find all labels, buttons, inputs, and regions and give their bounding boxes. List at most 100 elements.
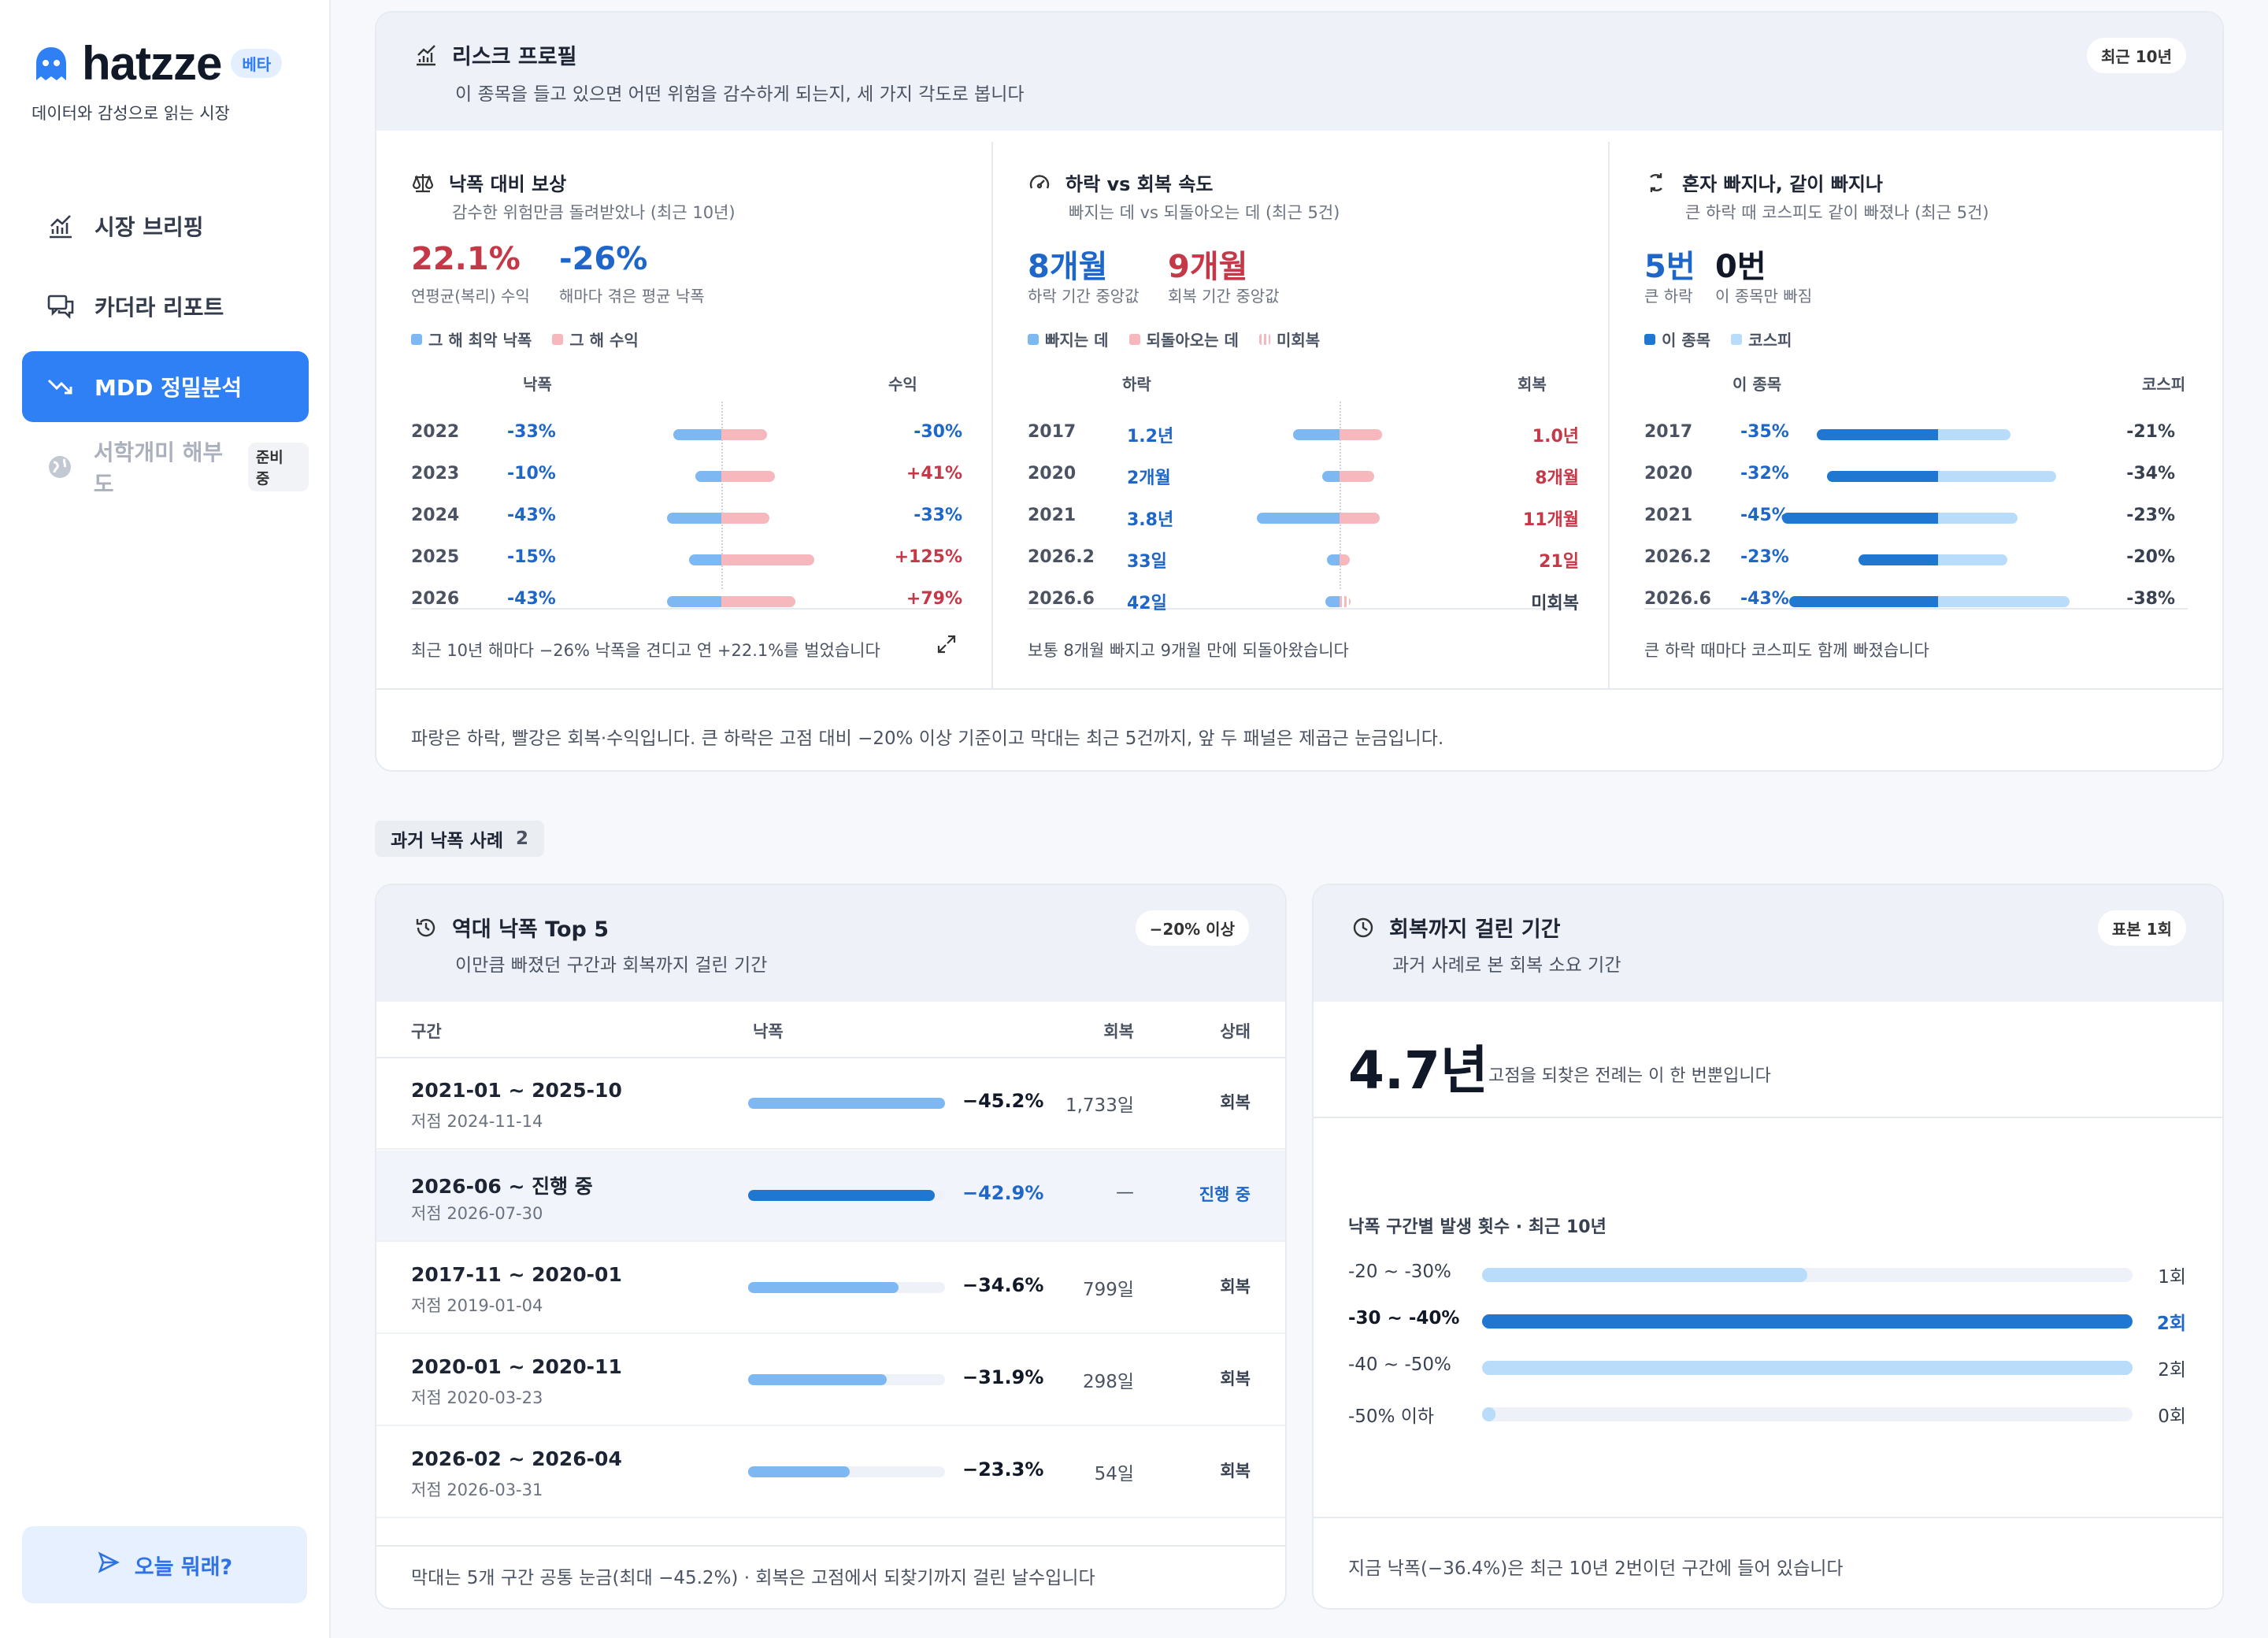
risk-profile-header: 리스크 프로필 이 종목을 들고 있으면 어떤 위험을 감수하게 되는지, 세 …: [376, 13, 2222, 131]
recovery-title-row: 회복까지 걸린 기간: [1351, 912, 1561, 943]
expand-icon[interactable]: [936, 633, 958, 658]
col-header-status: 상태: [1220, 1022, 1251, 1041]
chart-row: 2026.2 33일 21일: [1028, 547, 1579, 572]
drawdown-bar: [748, 1282, 899, 1293]
panel-title-row: 낙폭 대비 보상: [411, 169, 566, 196]
top5-subtitle: 이만큼 빠졌던 구간과 회복까지 걸린 기간: [455, 955, 768, 976]
stock-drop-label: -32%: [1740, 464, 1789, 484]
recovery-subtitle: 과거 사례로 본 회복 소요 기간: [1392, 955, 1621, 976]
stock-vs-kospi-panel: 혼자 빠지나, 같이 빠지나 큰 하락 때 코스피도 같이 빠졌나 (최근 5건…: [1610, 142, 2222, 688]
decline-duration-label: 2개월: [1127, 469, 1171, 488]
bucket-bar: [1482, 1407, 1495, 1421]
return-bar: [721, 471, 775, 482]
legend-item: 미회복: [1258, 328, 1320, 350]
legend-item: 코스피: [1731, 328, 1792, 350]
panel-subtitle: 빠지는 데 vs 되돌아오는 데 (최근 5건): [1069, 203, 1340, 222]
speedometer-icon: [1028, 171, 1051, 195]
recovery-days: 799일: [1082, 1280, 1134, 1300]
kospi-bar: [1938, 471, 2056, 482]
table-row[interactable]: 2026-02 ~ 2026-04 저점 2026-03-31 −23.3% 54일 회…: [376, 1427, 1285, 1518]
brand-logo[interactable]: hatzze 베타: [32, 36, 283, 91]
table-row[interactable]: 2026-06 ~ 진행 중 저점 2026-07-30 −42.9% — 진행 중: [376, 1151, 1285, 1242]
today-button-label: 오늘 뭐래?: [134, 1555, 233, 1580]
panel-title: 낙폭 대비 보상: [449, 173, 567, 195]
today-button[interactable]: 오늘 뭐래?: [22, 1526, 307, 1603]
return-label: -30%: [914, 422, 962, 442]
recovery-bar: [1340, 429, 1382, 440]
decline-duration-label: 1.2년: [1127, 427, 1174, 447]
sidebar: hatzze 베타 데이터와 감성으로 읽는 시장 시장 브리핑 카더라 리포트…: [0, 0, 331, 1638]
panel-note: 큰 하락 때마다 코스피도 함께 빠졌습니다: [1644, 641, 1929, 660]
recovery-median-value: 9개월: [1168, 249, 1248, 285]
sidebar-item-rumor-report[interactable]: 카더라 리포트: [22, 271, 309, 342]
top5-footer: 막대는 5개 구간 공통 눈금(최대 −45.2%) · 회복은 고점에서 되찾…: [411, 1568, 1095, 1588]
drawdown-range: 2021-01 ~ 2025-10: [411, 1079, 622, 1102]
trough-date: 저점 2026-07-30: [411, 1204, 543, 1223]
risk-profile-title: 리스크 프로필: [452, 45, 577, 69]
table-row[interactable]: 2017-11 ~ 2020-01 저점 2019-01-04 −34.6% 799일…: [376, 1243, 1285, 1334]
return-bar: [721, 554, 815, 565]
recovery-duration-label: 21일: [1539, 552, 1579, 572]
decline-bar: [1293, 429, 1340, 440]
table-row[interactable]: 2020-01 ~ 2020-11 저점 2020-03-23 −31.9% 298일…: [376, 1335, 1285, 1426]
panel-note: 최근 10년 해마다 −26% 낙폭을 견디고 연 +22.1%를 벌었습니다: [411, 641, 880, 660]
bucket-bar: [1482, 1361, 2133, 1375]
sidebar-item-label: 카더라 리포트: [94, 295, 224, 321]
year-label: 2026: [411, 589, 460, 609]
trough-date: 저점 2020-03-23: [411, 1388, 543, 1407]
decline-bar: [1325, 596, 1340, 607]
chat-bubbles-icon: [46, 291, 76, 321]
drawdown-bar: [695, 471, 721, 482]
sidebar-item-mdd-analysis[interactable]: MDD 정밀분석: [22, 351, 309, 422]
recovery-duration-label: 11개월: [1522, 510, 1579, 530]
kospi-drop-label: -23%: [2126, 506, 2175, 525]
legend: 빠지는 데 되돌아오는 데 미회복: [1028, 328, 1340, 350]
col-header: 회복: [1518, 375, 1547, 394]
col-header-range: 구간: [411, 1022, 442, 1041]
card-divider: [1314, 1517, 2222, 1518]
bucket-count: 2회: [2158, 1360, 2186, 1380]
trend-down-icon: [46, 372, 76, 402]
kospi-drop-label: -21%: [2126, 422, 2175, 442]
sidebar-item-market-briefing[interactable]: 시장 브리핑: [22, 191, 309, 261]
table-row[interactable]: 2021-01 ~ 2025-10 저점 2024-11-14 −45.2% 1,73…: [376, 1058, 1285, 1150]
decline-duration-label: 42일: [1127, 594, 1167, 613]
panel-note: 보통 8개월 빠지고 9개월 만에 되돌아왔습니다: [1028, 641, 1349, 660]
drawdown-bar: [689, 554, 721, 565]
drawdown-label: -15%: [507, 547, 556, 567]
kospi-bar: [1938, 429, 2011, 440]
stock-bar: [1827, 471, 1938, 482]
drawdown-percent: −31.9%: [962, 1366, 1044, 1388]
recovery-bar: [1340, 554, 1350, 565]
sidebar-item-overseas-investors: 서학개미 해부도 준비 중: [22, 432, 309, 502]
recovery-days: 54일: [1094, 1464, 1134, 1484]
recovery-note: 고점을 되찾은 전례는 이 한 번뿐입니다: [1488, 1066, 1771, 1086]
col-header-drawdown: 낙폭: [753, 1022, 784, 1041]
year-label: 2017: [1644, 422, 1693, 442]
bucket-bar: [1482, 1314, 2133, 1329]
history-icon: [414, 916, 438, 939]
col-header: 이 종목: [1732, 375, 1782, 394]
stock-drop-label: -43%: [1740, 589, 1789, 609]
bucket-label: -30 ~ -40%: [1348, 1308, 1460, 1329]
drawdown-label: -43%: [507, 506, 556, 525]
year-label: 2020: [1028, 464, 1077, 484]
drawdown-label: -33%: [507, 422, 556, 442]
bucket-bar: [1482, 1268, 1807, 1282]
decline-median-label: 하락 기간 중앙값: [1028, 287, 1140, 306]
panel-divider: [991, 142, 993, 688]
recovery-time-card: 회복까지 걸린 기간 과거 사례로 본 회복 소요 기간 표본 1회 4.7년 …: [1312, 884, 2224, 1610]
stock-drop-label: -23%: [1740, 547, 1789, 567]
stock-drop-label: -35%: [1740, 422, 1789, 442]
divider: [1028, 608, 1571, 610]
year-label: 2022: [411, 422, 460, 442]
drawdown-percent: −34.6%: [962, 1274, 1044, 1296]
chart-row: 2020 -32% -34%: [1644, 464, 2196, 487]
coming-soon-badge: 준비 중: [247, 443, 309, 491]
card-divider: [376, 1545, 1285, 1547]
return-bar: [721, 513, 769, 524]
drawdown-range: 2026-02 ~ 2026-04: [411, 1447, 622, 1470]
bucket-count: 2회: [2156, 1314, 2186, 1334]
recovery-days: —: [1116, 1182, 1134, 1203]
panel-title: 하락 vs 회복 속도: [1065, 173, 1214, 195]
